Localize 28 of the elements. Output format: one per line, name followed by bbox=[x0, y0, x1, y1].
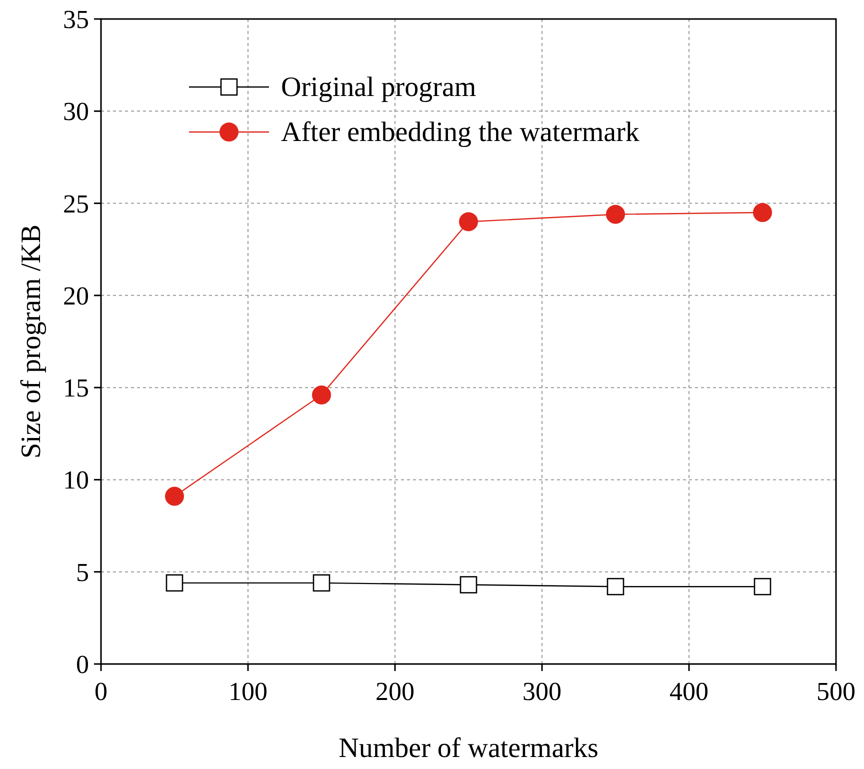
y-tick-label: 35 bbox=[63, 5, 89, 34]
point bbox=[165, 486, 184, 506]
point bbox=[166, 574, 184, 592]
x-tick-label: 400 bbox=[670, 677, 708, 706]
point bbox=[312, 385, 331, 404]
point bbox=[754, 578, 772, 596]
x-tick-label: 100 bbox=[228, 677, 268, 706]
y-axis-title: Size of program /KB bbox=[16, 224, 47, 459]
x-tick-label: 0 bbox=[94, 677, 108, 706]
legend-label: After embedding the watermark bbox=[281, 117, 640, 148]
x-tick-label: 300 bbox=[522, 677, 562, 706]
point bbox=[312, 574, 330, 592]
x-tick-label: 200 bbox=[376, 677, 414, 706]
point bbox=[460, 576, 478, 594]
y-tick-label: 0 bbox=[76, 650, 89, 679]
y-tick-label: 15 bbox=[63, 374, 89, 403]
point bbox=[459, 212, 478, 232]
x-tick-label: 500 bbox=[816, 677, 856, 706]
y-tick-label: 25 bbox=[63, 189, 89, 218]
y-tick-label: 5 bbox=[76, 558, 89, 587]
legend-label: Original program bbox=[281, 72, 476, 103]
y-tick-label: 10 bbox=[63, 466, 89, 495]
point bbox=[753, 203, 772, 222]
y-tick-label: 20 bbox=[63, 281, 89, 310]
x-axis-title: Number of watermarks bbox=[338, 733, 598, 764]
y-tick-label: 30 bbox=[63, 97, 89, 126]
point bbox=[606, 578, 624, 596]
point bbox=[606, 204, 625, 224]
